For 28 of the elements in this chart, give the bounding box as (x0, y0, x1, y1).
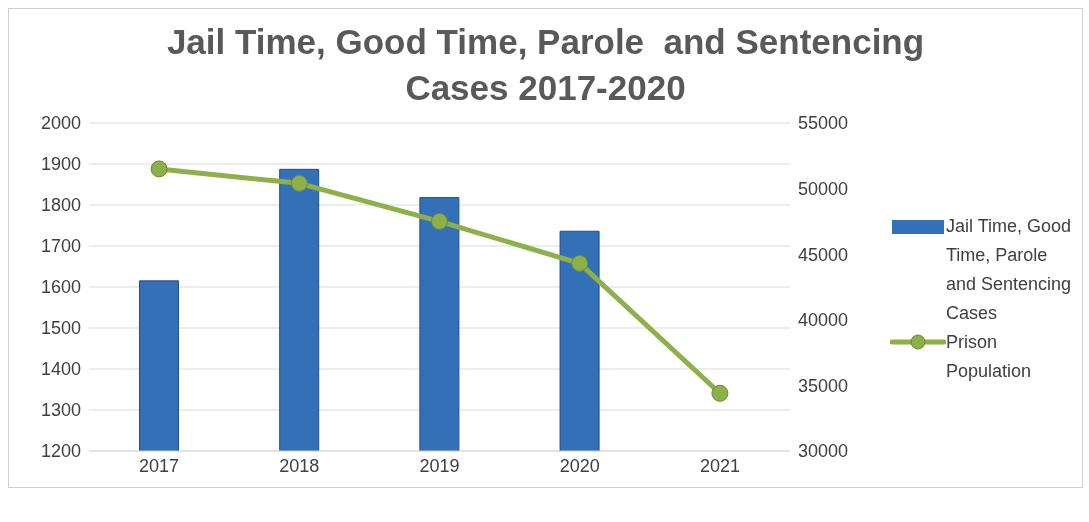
y2-tick-label: 30000 (798, 441, 849, 462)
y-tick-label: 1400 (40, 359, 81, 380)
y2-tick-label: 55000 (798, 113, 849, 134)
y-tick-label: 2000 (40, 113, 81, 134)
y2-tick-label: 50000 (798, 178, 849, 199)
y-tick-label: 1300 (40, 400, 81, 421)
x-tick-label: 2021 (699, 455, 740, 476)
y-tick-label: 1200 (40, 441, 81, 462)
y-tick-label: 1900 (40, 154, 81, 175)
y-tick-label: 1800 (40, 195, 81, 216)
legend-label: Prison Population (946, 331, 1033, 383)
point (431, 212, 448, 230)
point (571, 254, 589, 272)
y-tick-label: 1700 (40, 236, 81, 257)
point (290, 174, 308, 192)
point (150, 160, 168, 178)
y-tick-label: 1600 (40, 277, 81, 298)
y-tick-label: 1500 (40, 318, 81, 339)
x-tick-label: 2018 (279, 455, 320, 476)
x-tick-label: 2017 (139, 455, 180, 476)
legend-label: Jail Time, Good Time, Parole and Sentencing Cases (946, 215, 1073, 325)
x-tick-label: 2019 (419, 455, 460, 476)
y2-tick-label: 40000 (798, 310, 849, 331)
y2-tick-label: 45000 (798, 244, 849, 265)
point (711, 384, 729, 402)
y2-tick-label: 35000 (798, 375, 849, 396)
x-tick-label: 2020 (559, 455, 600, 476)
chart-title: Jail Time, Good Time, Parole and Sentencing Cases 2017-2020 (165, 21, 926, 109)
